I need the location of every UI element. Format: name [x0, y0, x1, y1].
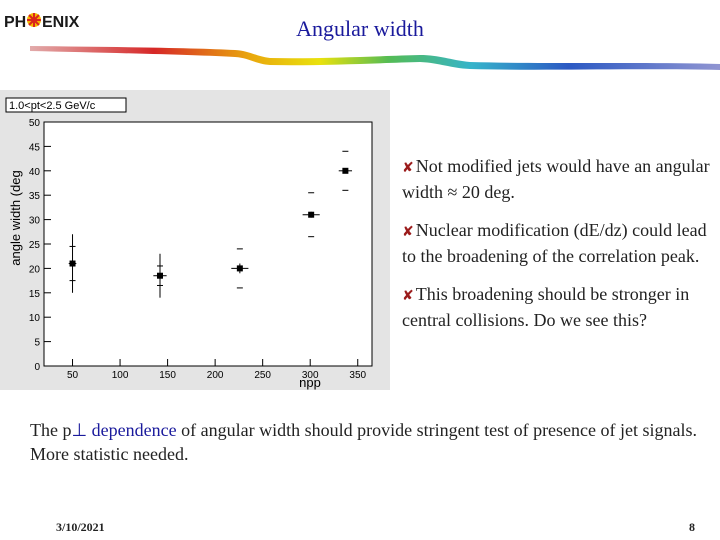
x-tick-label: 350: [349, 370, 366, 381]
logo-enix-text: ENIX: [42, 14, 80, 31]
data-point: [156, 272, 163, 279]
legend-box: [5, 97, 127, 113]
data-point: [308, 211, 315, 218]
legend-text: 1.0<pt<2.5 GeV/c: [9, 100, 96, 112]
phenix-logo: PH ENIX: [4, 8, 84, 34]
data-marks: [68, 150, 353, 298]
x-tick-label: 300: [302, 370, 319, 381]
y-tick-label: 25: [29, 240, 41, 251]
x-axis-label: npp: [299, 375, 321, 390]
rainbow-divider: [30, 46, 720, 70]
data-point: [69, 260, 76, 267]
data-point: [342, 167, 349, 174]
x-tick-label: 50: [67, 370, 79, 381]
y-tick-label: 10: [29, 313, 41, 324]
data-point: [236, 265, 243, 272]
bullet-3: ✘ This broadening should be stronger in c…: [402, 282, 720, 332]
conclusion-highlight: dependence: [87, 420, 177, 440]
y-tick-label: 0: [34, 362, 40, 373]
y-tick-label: 5: [34, 338, 40, 349]
y-tick-label: 35: [29, 191, 41, 202]
plot-frame: [43, 121, 373, 367]
x-tick-label: 250: [254, 370, 271, 381]
y-tick-label: 15: [29, 289, 41, 300]
x-mark-icon: ✘: [402, 160, 414, 176]
bullet-2-text: Nuclear modification (dE/dz) could lead …: [402, 220, 707, 266]
angular-width-chart: 1.0<pt<2.5 GeV/c angle width (deg npp 0 5…: [0, 90, 390, 390]
y-tick-label: 30: [29, 216, 41, 227]
footer-page-number: 8: [689, 520, 695, 534]
y-tick-label: 20: [29, 264, 41, 275]
conclusion-text: The p⊥ dependence of angular width shoul…: [30, 418, 700, 466]
x-mark-icon: ✘: [402, 224, 414, 240]
conclusion-post: of angular width should provide stringen…: [30, 420, 698, 464]
slide-title: Angular width: [296, 16, 424, 41]
y-axis-label: angle width (deg: [8, 170, 23, 265]
x-tick-label: 100: [112, 370, 129, 381]
logo-ph-text: PH: [4, 14, 26, 31]
bullet-2: ✘ Nuclear modification (dE/dz) could lead…: [402, 218, 720, 268]
bullet-list: ✘ Not modified jets would have an angular…: [402, 154, 720, 346]
x-tick-label: 150: [159, 370, 176, 381]
footer-date: 3/10/2021: [56, 520, 105, 534]
phoenix-bird-icon: [27, 13, 41, 27]
x-tick-label: 200: [207, 370, 224, 381]
conclusion-pre: The p: [30, 420, 72, 440]
y-tick-label: 40: [29, 167, 41, 178]
x-mark-icon: ✘: [402, 288, 414, 304]
y-tick-label: 45: [29, 142, 41, 153]
bullet-1: ✘ Not modified jets would have an angular…: [402, 154, 720, 204]
bullet-1-text: Not modified jets would have an angular …: [402, 156, 710, 202]
axes: 0 5 10 15 20 25 30 35 40 45 50 50 100 150 200 250 300 350: [29, 118, 367, 381]
conclusion-perp: ⊥: [71, 420, 88, 440]
bullet-3-text: This broadening should be stronger in ce…: [402, 284, 690, 330]
y-tick-label: 50: [29, 118, 41, 129]
